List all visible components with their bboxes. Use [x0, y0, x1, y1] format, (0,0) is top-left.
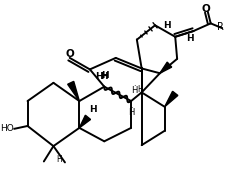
Text: Ḣ: Ḣ: [131, 86, 137, 95]
Text: H: H: [186, 34, 193, 43]
Text: O: O: [202, 4, 210, 14]
Text: H: H: [101, 71, 109, 80]
Text: H: H: [95, 72, 102, 81]
Polygon shape: [160, 62, 172, 73]
Polygon shape: [68, 81, 79, 101]
Text: H: H: [101, 72, 108, 81]
Text: HO: HO: [0, 124, 14, 133]
Text: O: O: [65, 49, 74, 59]
Polygon shape: [79, 115, 91, 128]
Text: Ḣ: Ḣ: [128, 108, 134, 117]
Polygon shape: [165, 91, 178, 107]
Text: R: R: [217, 22, 224, 32]
Text: H: H: [89, 105, 96, 114]
Text: H: H: [163, 21, 170, 30]
Text: H: H: [56, 155, 62, 164]
Text: H: H: [137, 85, 143, 94]
